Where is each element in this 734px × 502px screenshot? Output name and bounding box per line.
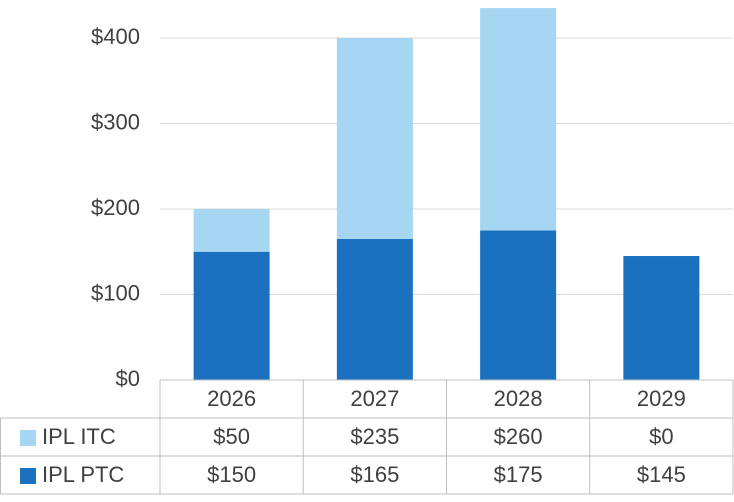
legend-key: [20, 430, 36, 446]
y-tick-label: $200: [91, 195, 140, 220]
y-tick-label: $300: [91, 109, 140, 134]
table-value: $150: [207, 462, 256, 487]
x-tick-label: 2026: [207, 386, 256, 411]
table-value: $0: [649, 424, 673, 449]
bar-segment: [480, 8, 557, 231]
table-value: $260: [494, 424, 543, 449]
table-value: $165: [350, 462, 399, 487]
table-value: $145: [637, 462, 686, 487]
x-tick-label: 2028: [494, 386, 543, 411]
x-tick-label: 2029: [637, 386, 686, 411]
table-value: $50: [213, 424, 250, 449]
bar-segment: [193, 251, 270, 380]
bar-segment: [336, 238, 413, 380]
bar-segment: [480, 230, 557, 380]
bar-segment: [193, 209, 270, 252]
bar-segment: [623, 256, 700, 380]
table-value: $235: [350, 424, 399, 449]
legend-label: IPL ITC: [42, 424, 116, 449]
legend-label: IPL PTC: [42, 462, 124, 487]
table-value: $175: [494, 462, 543, 487]
y-tick-label: $0: [116, 366, 140, 391]
legend-key: [20, 468, 36, 484]
bar-segment: [336, 38, 413, 239]
y-tick-label: $400: [91, 24, 140, 49]
y-tick-label: $100: [91, 280, 140, 305]
x-tick-label: 2027: [350, 386, 399, 411]
